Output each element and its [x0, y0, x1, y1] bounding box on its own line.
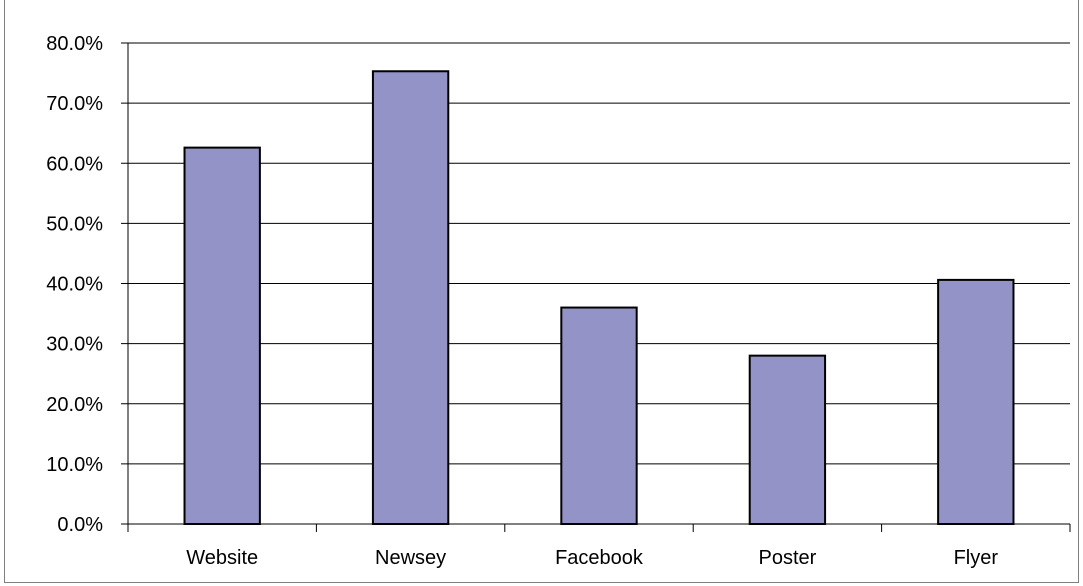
- y-tick-label: 40.0%: [46, 274, 103, 296]
- y-tick-label: 80.0%: [46, 33, 103, 55]
- y-tick-label: 0.0%: [57, 514, 103, 536]
- x-category-label: Website: [186, 547, 258, 569]
- bar-poster: [748, 354, 827, 525]
- x-category-label: Flyer: [954, 547, 999, 569]
- y-tick-label: 70.0%: [46, 93, 103, 115]
- axes: [121, 42, 1071, 532]
- y-tick-label: 20.0%: [46, 394, 103, 416]
- x-category-label: Facebook: [555, 547, 644, 569]
- x-category-label: Poster: [758, 547, 816, 569]
- y-axis-tick-labels: 0.0% 10.0% 20.0% 30.0% 40.0% 50.0% 60.0% 70.0% 8…: [46, 33, 103, 536]
- x-category-label: Newsey: [375, 547, 446, 569]
- y-tick-label: 30.0%: [46, 334, 103, 356]
- x-axis-category-labels: Website Newsey Facebook Poster Flyer: [186, 547, 998, 569]
- bar-facebook: [560, 306, 638, 525]
- bar-newsey: [371, 70, 450, 525]
- y-tick-label: 50.0%: [46, 213, 103, 235]
- bar-website: [183, 146, 261, 525]
- chart-frame: [4, 0, 1079, 583]
- bars: [183, 70, 1015, 525]
- y-tick-label: 10.0%: [46, 454, 103, 476]
- bar-flyer: [937, 278, 1015, 525]
- y-tick-label: 60.0%: [46, 153, 103, 175]
